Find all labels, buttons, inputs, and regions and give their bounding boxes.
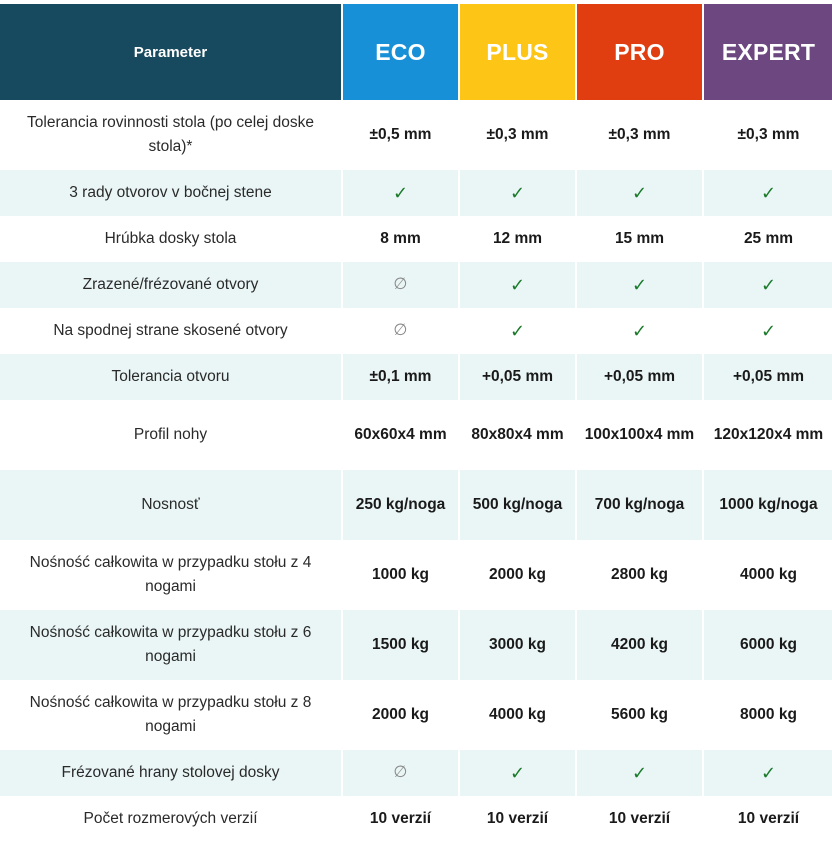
value-cell: 250 kg/noga <box>343 470 458 540</box>
value-cell: 10 verzií <box>343 796 458 842</box>
check-icon: ✓ <box>460 170 575 216</box>
value-cell: 60x60x4 mm <box>343 400 458 470</box>
row-label: Tolerancia rovinnosti stola (po celej do… <box>0 100 341 170</box>
check-icon: ✓ <box>577 262 702 308</box>
header-plus: PLUS <box>460 4 575 100</box>
value-cell: 1000 kg <box>343 540 458 610</box>
value-cell: 5600 kg <box>577 680 702 750</box>
row-label: Zrazené/frézované otvory <box>0 262 341 308</box>
check-icon: ✓ <box>704 308 832 354</box>
value-cell: +0,05 mm <box>460 354 575 400</box>
value-cell: ±0,5 mm <box>343 100 458 170</box>
value-cell: 700 kg/noga <box>577 470 702 540</box>
value-cell: 8 mm <box>343 216 458 262</box>
value-cell: 6000 kg <box>704 610 832 680</box>
value-cell: 120x120x4 mm <box>704 400 832 470</box>
header-parameter: Parameter <box>0 4 341 100</box>
value-cell: 100x100x4 mm <box>577 400 702 470</box>
value-cell: 3000 kg <box>460 610 575 680</box>
header-expert: EXPERT <box>704 4 832 100</box>
value-cell: 15 mm <box>577 216 702 262</box>
row-label: Na spodnej strane skosené otvory <box>0 308 341 354</box>
check-icon: ✓ <box>460 308 575 354</box>
value-cell: 10 verzií <box>460 796 575 842</box>
check-icon: ✓ <box>460 750 575 796</box>
value-cell: 1000 kg/noga <box>704 470 832 540</box>
value-cell: 4000 kg <box>704 540 832 610</box>
value-cell: 2800 kg <box>577 540 702 610</box>
check-icon: ✓ <box>577 308 702 354</box>
row-label: Nosnosť <box>0 470 341 540</box>
value-cell: 80x80x4 mm <box>460 400 575 470</box>
value-cell: 2000 kg <box>343 680 458 750</box>
header-pro: PRO <box>577 4 702 100</box>
value-cell: ±0,3 mm <box>577 100 702 170</box>
value-cell: ±0,3 mm <box>704 100 832 170</box>
value-cell: 1500 kg <box>343 610 458 680</box>
value-cell: 4200 kg <box>577 610 702 680</box>
value-cell: 12 mm <box>460 216 575 262</box>
check-icon: ✓ <box>704 262 832 308</box>
value-cell: +0,05 mm <box>577 354 702 400</box>
check-icon: ✓ <box>343 170 458 216</box>
value-cell: 8000 kg <box>704 680 832 750</box>
check-icon: ✓ <box>577 750 702 796</box>
value-cell: ±0,1 mm <box>343 354 458 400</box>
row-label: Frézované hrany stolovej dosky <box>0 750 341 796</box>
value-cell: ±0,3 mm <box>460 100 575 170</box>
row-label: Profil nohy <box>0 400 341 470</box>
value-cell: 10 verzií <box>577 796 702 842</box>
row-label: Nośność całkowita w przypadku stołu z 6 … <box>0 610 341 680</box>
value-cell: 2000 kg <box>460 540 575 610</box>
check-icon: ✓ <box>577 170 702 216</box>
value-cell: 10 verzií <box>704 796 832 842</box>
header-eco: ECO <box>343 4 458 100</box>
check-icon: ✓ <box>460 262 575 308</box>
not-available-icon: ∅ <box>343 308 458 354</box>
check-icon: ✓ <box>704 750 832 796</box>
row-label: Nośność całkowita w przypadku stołu z 8 … <box>0 680 341 750</box>
row-label: Nośność całkowita w przypadku stołu z 4 … <box>0 540 341 610</box>
row-label: Počet rozmerových verzií <box>0 796 341 842</box>
check-icon: ✓ <box>704 170 832 216</box>
value-cell: +0,05 mm <box>704 354 832 400</box>
row-label: Tolerancia otvoru <box>0 354 341 400</box>
row-label: Hrúbka dosky stola <box>0 216 341 262</box>
value-cell: 25 mm <box>704 216 832 262</box>
value-cell: 500 kg/noga <box>460 470 575 540</box>
not-available-icon: ∅ <box>343 750 458 796</box>
row-label: 3 rady otvorov v bočnej stene <box>0 170 341 216</box>
not-available-icon: ∅ <box>343 262 458 308</box>
value-cell: 4000 kg <box>460 680 575 750</box>
